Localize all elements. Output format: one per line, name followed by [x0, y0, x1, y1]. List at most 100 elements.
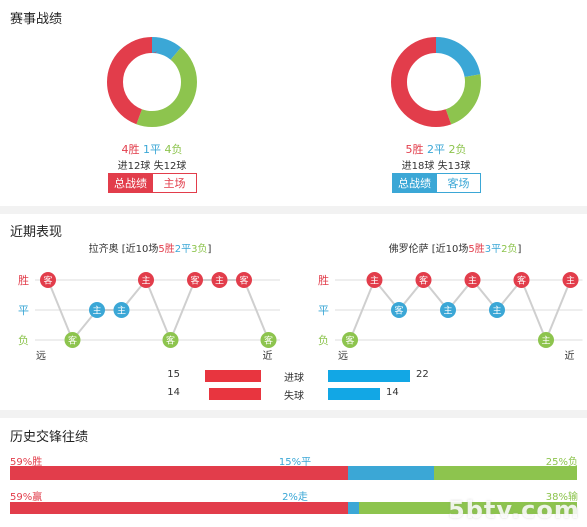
left-form-point — [113, 302, 130, 318]
right-form-venue: 主 — [541, 335, 550, 347]
history-row2-loss-segment — [359, 502, 577, 514]
left-form-venue: 客 — [68, 335, 77, 347]
recent-form-panel: 近期表现 拉齐奥 [近10场5胜2平3负] 佛罗伦萨 [近10场5胜3平2负] … — [0, 214, 587, 410]
right-axis-near: 近 — [565, 349, 575, 362]
left-form-header: 拉齐奥 [近10场5胜2平3负] — [40, 240, 260, 255]
left-form-losses: 3负 — [191, 244, 208, 255]
right-record-summary: 5胜 2平 2负 — [374, 141, 498, 157]
left-form-line — [47, 278, 270, 343]
right-form-point — [562, 272, 579, 288]
right-form-wins: 5胜 — [468, 244, 485, 255]
right-form-venue: 主 — [492, 305, 501, 317]
stat-right-value: 14 — [386, 387, 399, 398]
left-form-point — [89, 302, 105, 318]
left-form-venue: 主 — [117, 305, 126, 317]
right-tab-overall[interactable]: 总战绩 — [392, 173, 437, 193]
right-form-venue: 主 — [566, 275, 575, 287]
left-draws: 1平 — [143, 143, 161, 156]
right-form-point — [489, 302, 505, 318]
stat-right-bar — [328, 370, 410, 382]
left-form-venue: 客 — [190, 275, 199, 287]
right-form-draws: 3平 — [484, 244, 502, 255]
left-form-venue: 主 — [92, 305, 101, 317]
right-axis-loss: 负 — [318, 333, 329, 347]
right-axis-far: 远 — [338, 350, 348, 362]
history-panel: 历史交锋往绩 59%胜 15%平 25%负 59%赢 2%走 38%输 5btv… — [0, 418, 587, 527]
recent-title: 近期表现 — [10, 225, 63, 240]
left-axis-far: 远 — [36, 350, 46, 362]
record-title: 赛事战绩 — [10, 12, 63, 27]
right-tab-away[interactable]: 客场 — [436, 173, 481, 193]
right-form-venue: 主 — [443, 305, 452, 317]
left-form-draws: 2平 — [174, 244, 192, 255]
left-goals: 进12球 — [117, 161, 151, 172]
stat-label: 进球 — [284, 373, 304, 384]
right-form-losses: 2负 — [501, 244, 518, 255]
right-form-point — [366, 272, 383, 288]
left-form-point — [40, 272, 56, 288]
left-form-venue: 客 — [264, 335, 273, 347]
left-form-point — [162, 332, 179, 348]
stat-left-bar — [209, 388, 261, 400]
left-form-point — [260, 332, 277, 348]
history-row2-draw-segment — [347, 502, 360, 514]
left-record-donut — [107, 37, 197, 127]
right-draws: 2平 — [427, 143, 445, 156]
right-record-donut — [391, 37, 481, 127]
history-row1-loss-segment — [433, 466, 577, 480]
left-conceded: 失12球 — [153, 161, 187, 172]
left-form-point — [211, 272, 228, 288]
left-form-prefix: [近10场 — [118, 244, 159, 255]
stat-right-value: 22 — [416, 369, 429, 380]
record-panel: 赛事战绩 4胜 1平 4负 进12球 失12球 总战绩 主场 5胜 2平 2负 … — [0, 0, 587, 206]
right-form-venue: 主 — [468, 275, 477, 287]
stat-left-value: 14 — [167, 387, 180, 398]
right-donut-losses-slice — [391, 37, 481, 127]
history-row1-draw-segment — [347, 466, 434, 480]
left-form-venue: 主 — [141, 275, 150, 287]
stat-right-bar — [328, 388, 380, 400]
history-row1-bar — [10, 466, 577, 480]
left-form-venue: 客 — [43, 275, 52, 287]
left-form-venue: 客 — [239, 275, 248, 287]
right-form-point — [464, 272, 481, 288]
right-wins: 5胜 — [405, 143, 424, 156]
left-form-point — [236, 272, 252, 288]
history-row2-win-label: 59%赢 — [10, 492, 43, 503]
right-form-point — [391, 302, 407, 318]
left-record-summary: 4胜 1平 4负 — [90, 141, 214, 157]
left-form-point — [64, 332, 81, 348]
right-form-point — [342, 332, 358, 348]
left-team-name: 拉齐奥 — [88, 244, 119, 255]
left-axis-near: 近 — [263, 349, 273, 362]
right-form-venue: 主 — [370, 275, 379, 287]
right-form-point — [415, 272, 432, 288]
left-donut-losses-slice — [107, 37, 197, 127]
watermark-logo: 5btv.com — [448, 496, 580, 524]
left-tab-home[interactable]: 主场 — [152, 173, 197, 193]
right-losses: 2负 — [448, 143, 467, 156]
history-row1-draw-label: 15%平 — [278, 457, 312, 468]
left-form-venue: 客 — [166, 335, 175, 347]
stat-label: 失球 — [284, 391, 304, 402]
left-axis-loss: 负 — [18, 333, 29, 347]
left-tab-overall[interactable]: 总战绩 — [108, 173, 153, 193]
left-goals-summary: 进12球 失12球 — [90, 157, 214, 172]
right-axis-win: 胜 — [318, 273, 329, 287]
right-form-point — [440, 302, 456, 318]
stat-left-bar — [205, 370, 261, 382]
right-form-prefix: [近10场 — [428, 244, 469, 255]
right-team-name: 佛罗伦萨 — [388, 244, 429, 255]
left-donut-wins-slice — [107, 37, 197, 127]
right-form-venue: 客 — [345, 335, 354, 347]
right-form-point — [513, 272, 530, 288]
left-axis-win: 胜 — [18, 273, 29, 287]
left-form-wins: 5胜 — [158, 244, 175, 255]
right-axis-draw: 平 — [318, 304, 329, 317]
left-form-point — [187, 272, 203, 288]
right-form-venue: 客 — [419, 275, 428, 287]
left-form-point — [138, 272, 154, 288]
right-form-venue: 客 — [394, 305, 403, 317]
right-conceded: 失13球 — [437, 161, 471, 172]
